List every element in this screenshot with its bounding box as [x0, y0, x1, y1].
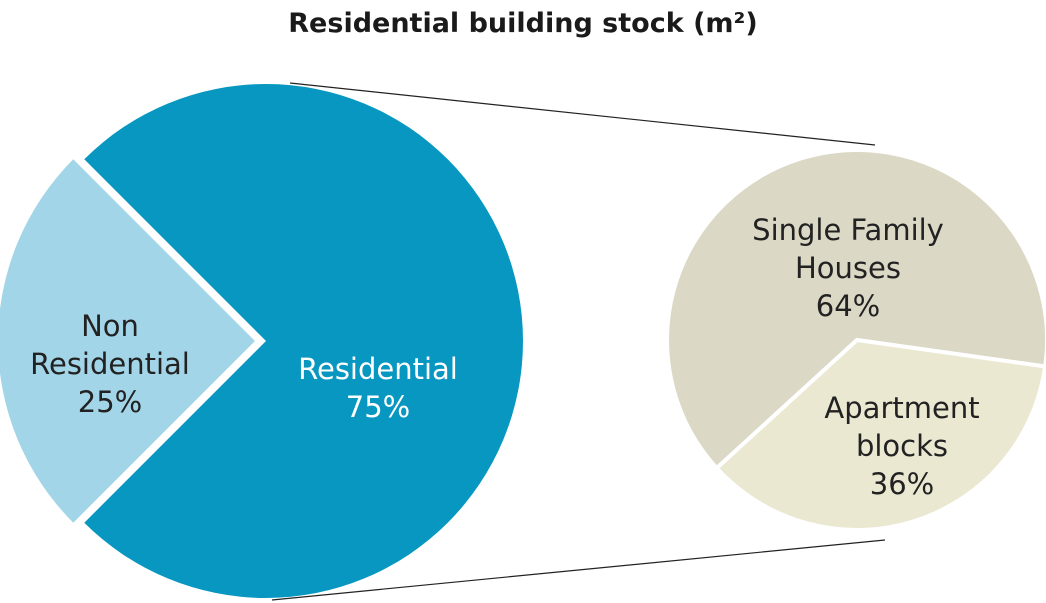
value-label: 25% [77, 385, 143, 419]
value-label: 64% [815, 289, 881, 323]
pie-slice [713, 337, 1046, 532]
pie-slice [0, 159, 255, 523]
pie-slice [84, 84, 523, 598]
category-label: Single Family Houses [752, 213, 944, 285]
value-label: 36% [869, 467, 935, 501]
connector-line [271, 539, 886, 601]
category-label: Non Residential [30, 309, 190, 381]
category-label: Apartment blocks [824, 391, 980, 463]
chart-title: Residential building stock (m²) [288, 8, 758, 39]
slice-label: Non Residential 25% [15, 307, 205, 421]
slice-label: Residential 75% [268, 350, 488, 426]
category-label: Residential [298, 352, 458, 386]
connector-line [289, 82, 876, 146]
slice-label: Single Family Houses 64% [728, 211, 968, 325]
value-label: 75% [345, 390, 411, 424]
slice-label: Apartment blocks 36% [812, 389, 992, 503]
pie-slice [665, 148, 1046, 471]
